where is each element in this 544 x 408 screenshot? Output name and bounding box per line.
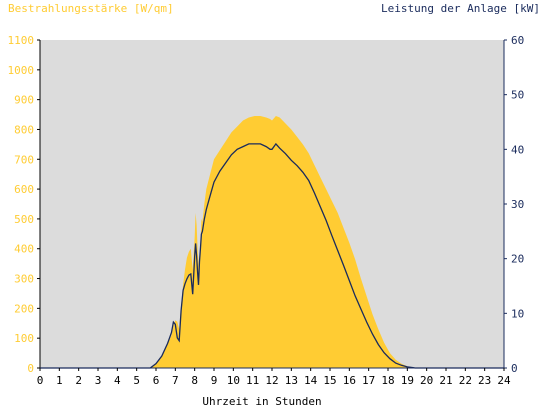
x-tick-label: 4 — [114, 374, 121, 387]
left-tick-label: 200 — [14, 302, 34, 315]
power-line — [40, 142, 504, 369]
right-tick-label: 50 — [511, 89, 524, 102]
right-tick-label: 40 — [511, 143, 524, 156]
x-tick-label: 18 — [381, 374, 394, 387]
left-axis-title: Bestrahlungsstärke [W/qm] — [8, 2, 174, 15]
x-tick-label: 10 — [227, 374, 240, 387]
right-tick-label: 20 — [511, 253, 524, 266]
left-tick-label: 500 — [14, 213, 34, 226]
x-tick-label: 3 — [95, 374, 102, 387]
x-tick-label: 14 — [304, 374, 318, 387]
right-tick-label: 10 — [511, 307, 524, 320]
left-tick-label: 300 — [14, 273, 34, 286]
x-tick-label: 6 — [153, 374, 160, 387]
left-tick-label: 600 — [14, 183, 34, 196]
x-tick-label: 21 — [439, 374, 452, 387]
x-tick-label: 23 — [478, 374, 491, 387]
x-tick-label: 17 — [362, 374, 375, 387]
x-axis-label: Uhrzeit in Stunden — [202, 395, 321, 408]
x-tick-label: 22 — [459, 374, 472, 387]
left-tick-label: 100 — [14, 332, 34, 345]
left-tick-label: 400 — [14, 243, 34, 256]
left-tick-label: 700 — [14, 153, 34, 166]
irradiance-area — [40, 116, 504, 368]
left-tick-label: 900 — [14, 94, 34, 107]
right-axis-title: Leistung der Anlage [kW] — [381, 2, 540, 15]
x-tick-label: 24 — [497, 374, 511, 387]
right-tick-label: 30 — [511, 198, 524, 211]
left-tick-label: 800 — [14, 123, 34, 136]
tick-labels: 0100200300400500600700800900100011000102… — [8, 34, 525, 387]
left-tick-label: 1000 — [8, 64, 35, 77]
x-tick-label: 7 — [172, 374, 179, 387]
x-tick-label: 15 — [323, 374, 336, 387]
series-layer — [40, 116, 504, 369]
x-tick-label: 19 — [401, 374, 414, 387]
x-tick-label: 0 — [37, 374, 44, 387]
x-tick-label: 1 — [56, 374, 63, 387]
x-tick-label: 5 — [133, 374, 140, 387]
x-tick-label: 13 — [285, 374, 298, 387]
axes-layer — [37, 39, 507, 371]
right-tick-label: 60 — [511, 34, 524, 47]
x-tick-label: 16 — [343, 374, 356, 387]
right-tick-label: 0 — [511, 362, 518, 375]
left-tick-label: 1100 — [8, 34, 35, 47]
x-tick-label: 11 — [246, 374, 259, 387]
x-tick-label: 2 — [75, 374, 82, 387]
x-tick-label: 20 — [420, 374, 433, 387]
x-tick-label: 12 — [265, 374, 278, 387]
x-tick-label: 8 — [191, 374, 198, 387]
x-tick-label: 9 — [211, 374, 218, 387]
left-tick-label: 0 — [27, 362, 34, 375]
